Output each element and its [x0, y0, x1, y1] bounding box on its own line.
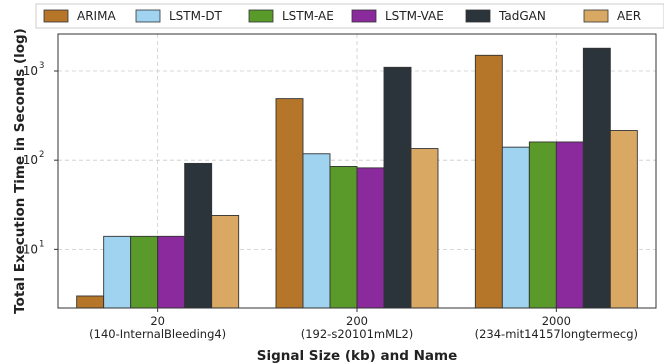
legend-label-lstm-vae: LSTM-VAE [385, 9, 444, 23]
y-tick-label: 10 [23, 153, 38, 167]
bars [76, 47, 638, 309]
bar-tadgan-20 [184, 162, 213, 309]
legend-swatch-arima [43, 9, 69, 23]
bar-aer-2000 [609, 130, 638, 309]
legend-swatch-tadgan [465, 9, 491, 23]
bar-lstm-dt-200 [302, 153, 331, 309]
legend-box [35, 3, 664, 29]
legend-swatch-lstm-ae [248, 9, 274, 23]
x-tick-label-name: (234-mit14157longtermecg) [475, 327, 638, 341]
legend-swatch-aer [583, 9, 609, 23]
y-tick-label: 10 [23, 242, 38, 256]
bar-lstm-dt-2000 [501, 146, 530, 309]
legend-label-aer: AER [617, 9, 641, 23]
x-tick-label-name: (140-InternalBleeding4) [89, 327, 226, 341]
bar-tadgan-200 [383, 66, 412, 309]
y-tick-exponent: 1 [39, 239, 44, 249]
legend-label-arima: ARIMA [77, 9, 116, 23]
y-tick-label: 10 [23, 64, 38, 78]
y-axis-title: Total Execution Time in Seconds (log) [12, 28, 28, 314]
x-tick-label-size: 2000 [542, 314, 571, 328]
legend: ARIMA LSTM-DT LSTM-AE LSTM-VAE TadGAN AER [35, 3, 664, 29]
bar-tadgan-2000 [582, 47, 611, 309]
bar-lstm-vae-20 [157, 235, 186, 309]
x-axis-ticks: 20(140-InternalBleeding4) 200(192-s20101m… [89, 308, 638, 341]
bar-lstm-vae-200 [356, 167, 385, 309]
bar-lstm-dt-20 [103, 235, 132, 309]
legend-label-lstm-dt: LSTM-DT [169, 9, 223, 23]
legend-label-tadgan: TadGAN [498, 9, 546, 23]
bar-arima-20 [76, 295, 105, 309]
x-tick-label-size: 200 [346, 314, 368, 328]
bar-aer-200 [410, 148, 439, 309]
legend-swatch-lstm-dt [135, 9, 161, 23]
bar-lstm-ae-200 [329, 166, 358, 309]
x-axis-title: Signal Size (kb) and Name [257, 348, 458, 364]
x-tick-label-size: 20 [150, 314, 165, 328]
y-tick-exponent: 3 [39, 61, 44, 71]
bar-aer-20 [211, 215, 240, 309]
bar-arima-2000 [474, 54, 503, 309]
bar-lstm-ae-2000 [528, 141, 557, 309]
legend-swatch-lstm-vae [351, 9, 377, 23]
y-tick-exponent: 2 [39, 150, 44, 160]
x-tick-label-name: (192-s20101mML2) [301, 327, 414, 341]
bar-lstm-vae-2000 [555, 141, 584, 309]
bar-arima-200 [275, 98, 304, 309]
bar-lstm-ae-20 [130, 235, 159, 309]
legend-label-lstm-ae: LSTM-AE [282, 9, 334, 23]
